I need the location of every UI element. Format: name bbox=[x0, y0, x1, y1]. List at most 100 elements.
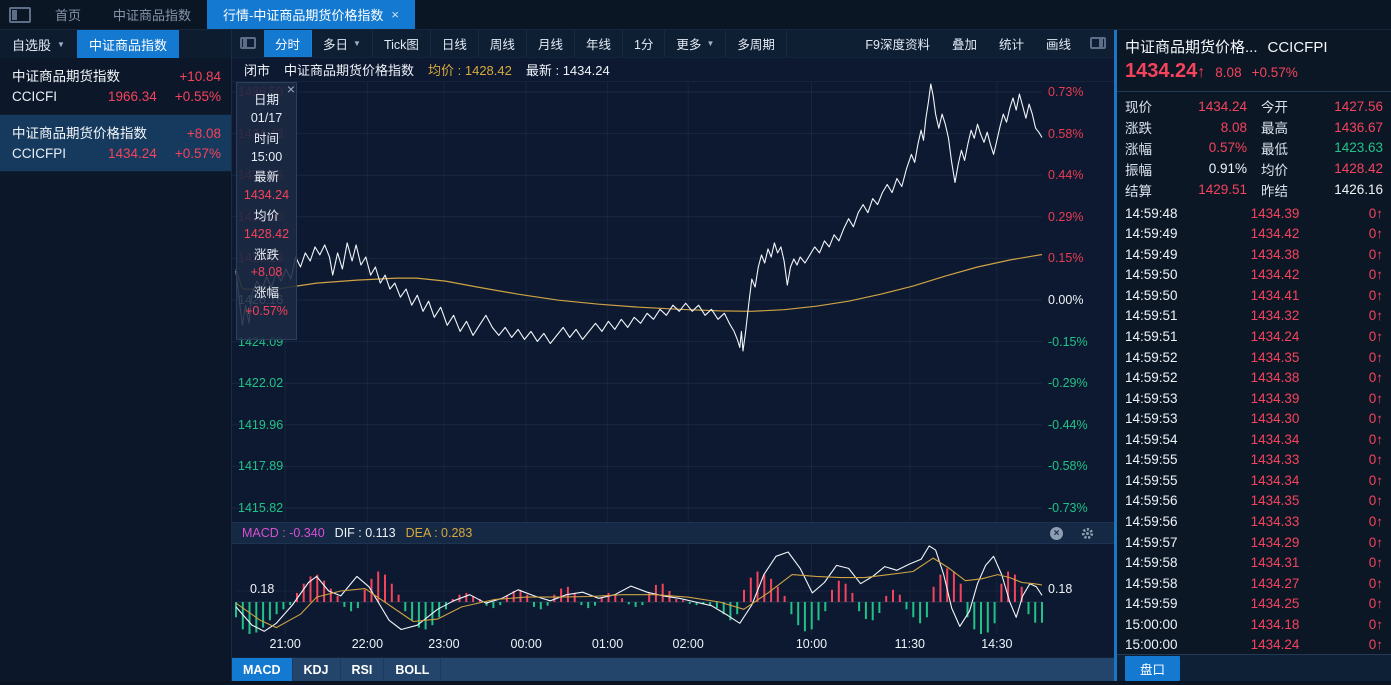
macd-indicator-chart[interactable]: 0.18 0.18 bbox=[232, 544, 1114, 634]
up-arrow-icon: ↑ bbox=[1376, 329, 1383, 345]
instrument-name: 中证商品期货价格指数 bbox=[284, 63, 415, 78]
up-arrow-icon: ↑ bbox=[1376, 349, 1383, 365]
close-tab-icon[interactable]: × bbox=[391, 7, 399, 22]
up-arrow-icon: ↑ bbox=[1376, 411, 1383, 427]
toolbar-button-统计[interactable]: 统计 bbox=[998, 38, 1024, 52]
toolbar-button-画线[interactable]: 画线 bbox=[1045, 38, 1071, 52]
collapse-right-panel-icon[interactable] bbox=[1090, 37, 1106, 49]
watchlist-dropdown[interactable]: 自选股 ▼ bbox=[0, 30, 77, 58]
tick-row: 14:59:55 1434.34 0↑ bbox=[1125, 470, 1383, 491]
toolbar-button-年线[interactable]: 年线 bbox=[575, 30, 623, 57]
tooltip-row: 01/17 bbox=[250, 110, 283, 125]
indicator-tab-KDJ[interactable]: KDJ bbox=[293, 658, 341, 681]
quote-field-label: 今开 bbox=[1261, 100, 1288, 116]
quote-field-label: 最低 bbox=[1261, 141, 1288, 157]
toolbar-button-label: 年线 bbox=[585, 38, 611, 52]
indicator-tab-BOLL[interactable]: BOLL bbox=[384, 658, 442, 681]
pct-axis-label: 0.73% bbox=[1048, 85, 1084, 99]
up-arrow-icon: ↑ bbox=[1376, 246, 1383, 262]
quote-grid-row: 现价 1434.24 今开 1427.56 bbox=[1125, 96, 1383, 117]
top-tab-0[interactable]: 首页 bbox=[39, 0, 97, 29]
tick-volume: 0↑ bbox=[1368, 370, 1383, 386]
order-book-tab[interactable]: 盘口 bbox=[1125, 655, 1181, 681]
up-arrow-icon: ↑ bbox=[1376, 472, 1383, 488]
toolbar-button-日线[interactable]: 日线 bbox=[431, 30, 479, 57]
tick-volume: 0↑ bbox=[1368, 226, 1383, 242]
toolbar-button-多周期[interactable]: 多周期 bbox=[726, 30, 787, 57]
tick-price: 1434.39 bbox=[1250, 390, 1300, 406]
tooltip-close-icon[interactable]: × bbox=[286, 82, 295, 97]
panel-divider[interactable] bbox=[1114, 30, 1117, 681]
price-axis-label: 1422.02 bbox=[238, 376, 284, 391]
tick-price: 1434.33 bbox=[1250, 513, 1300, 529]
toolbar-button-label: 多日 bbox=[323, 38, 349, 52]
toolbar-button-周线[interactable]: 周线 bbox=[479, 30, 527, 57]
tick-list[interactable]: 14:59:48 1434.39 0↑ 14:59:49 1434.42 0↑ 14:59:… bbox=[1117, 200, 1391, 654]
tick-time: 14:59:58 bbox=[1125, 575, 1178, 591]
toolbar-button-分时[interactable]: 分时 bbox=[264, 30, 313, 57]
tick-volume: 0↑ bbox=[1368, 349, 1383, 365]
tick-volume: 0↑ bbox=[1368, 534, 1383, 550]
quote-last-price: 1434.24 bbox=[1125, 60, 1198, 82]
tick-time: 14:59:53 bbox=[1125, 390, 1178, 406]
stock-list-item[interactable]: 中证商品期货价格指数 +8.08 CCICFPI 1434.24 +0.57% bbox=[0, 115, 231, 172]
chevron-down-icon: ▼ bbox=[706, 39, 715, 48]
tick-price: 1434.41 bbox=[1250, 287, 1300, 303]
toolbar-button-叠加[interactable]: 叠加 bbox=[951, 38, 977, 52]
up-arrow-icon: ↑ bbox=[1376, 431, 1383, 447]
stock-pct: +0.55% bbox=[174, 89, 221, 104]
tick-time: 14:59:56 bbox=[1125, 493, 1178, 509]
stock-price: 1434.24 bbox=[108, 146, 157, 161]
toolbar-button-月线[interactable]: 月线 bbox=[527, 30, 575, 57]
bottom-strip bbox=[0, 681, 1391, 685]
quote-field-value: 1434.24 bbox=[1198, 98, 1247, 114]
gear-icon[interactable] bbox=[1081, 527, 1094, 540]
top-tab-2[interactable]: 行情-中证商品期货价格指数 × bbox=[207, 0, 415, 29]
tick-volume: 0↑ bbox=[1368, 205, 1383, 221]
sidebar-toggle-icon[interactable] bbox=[9, 7, 31, 23]
tick-volume: 0↑ bbox=[1368, 390, 1383, 406]
time-axis-label: 23:00 bbox=[428, 637, 460, 651]
stock-list-item[interactable]: 中证商品期货指数 +10.84 CCICFI 1966.34 +0.55% bbox=[0, 58, 231, 115]
market-state: 闭市 bbox=[244, 63, 271, 78]
tick-price: 1434.35 bbox=[1250, 493, 1300, 509]
toolbar-button-多日[interactable]: 多日 ▼ bbox=[312, 30, 373, 57]
tick-price: 1434.18 bbox=[1250, 616, 1300, 632]
chart-area: 分时 多日 ▼ Tick图 日线 周线 月线 年线 1分 更多 ▼ 多周期 F9深度资料 叠加 统计 画线 闭… bbox=[232, 30, 1114, 681]
tick-time: 14:59:49 bbox=[1125, 246, 1178, 262]
toolbar-button-1分[interactable]: 1分 bbox=[623, 30, 666, 57]
watchlist-dropdown-label: 自选股 bbox=[12, 37, 52, 53]
tick-time: 14:59:48 bbox=[1125, 205, 1178, 221]
toolbar-button-更多[interactable]: 更多 ▼ bbox=[665, 30, 727, 57]
top-tab-1[interactable]: 中证商品指数 bbox=[97, 0, 207, 29]
tick-time: 14:59:56 bbox=[1125, 513, 1178, 529]
tick-volume: 0↑ bbox=[1368, 616, 1383, 632]
time-axis-label: 22:00 bbox=[351, 637, 384, 651]
indicator-tab-RSI[interactable]: RSI bbox=[341, 658, 385, 681]
sidebar-tab-group[interactable]: 中证商品指数 bbox=[76, 30, 179, 58]
indicator-close-icon[interactable]: × bbox=[1050, 526, 1063, 540]
divider bbox=[1117, 91, 1391, 92]
up-arrow-icon: ↑ bbox=[1376, 390, 1383, 406]
collapse-left-panel-icon[interactable] bbox=[240, 37, 256, 49]
quote-field-value: 1426.16 bbox=[1334, 182, 1383, 198]
top-tab-label: 首页 bbox=[55, 8, 82, 23]
up-arrow-icon: ↑ bbox=[1376, 555, 1383, 571]
toolbar-button-Tick图[interactable]: Tick图 bbox=[373, 30, 431, 57]
dea-value: DEA : 0.283 bbox=[405, 526, 473, 540]
tick-time: 14:59:54 bbox=[1125, 431, 1178, 447]
tick-volume: 0↑ bbox=[1368, 575, 1383, 591]
time-axis-label: 10:00 bbox=[795, 637, 828, 651]
tick-time: 15:00:00 bbox=[1125, 616, 1178, 632]
toolbar-button-F9深度资料[interactable]: F9深度资料 bbox=[865, 38, 930, 52]
tooltip-row: +8.08 bbox=[250, 265, 283, 280]
tooltip-row: 1428.42 bbox=[243, 226, 290, 241]
tick-price: 1434.29 bbox=[1250, 534, 1300, 550]
indicator-tab-MACD[interactable]: MACD bbox=[232, 658, 293, 681]
stock-pct: +0.57% bbox=[174, 146, 221, 161]
up-arrow-icon: ↑ bbox=[1376, 452, 1383, 468]
intraday-price-chart[interactable]: 1436.500.73%1434.430.58%1432.360.44%1430… bbox=[232, 82, 1114, 522]
tick-time: 14:59:52 bbox=[1125, 349, 1178, 365]
tick-price: 1434.34 bbox=[1250, 472, 1300, 488]
tick-row: 14:59:51 1434.32 0↑ bbox=[1125, 306, 1383, 327]
